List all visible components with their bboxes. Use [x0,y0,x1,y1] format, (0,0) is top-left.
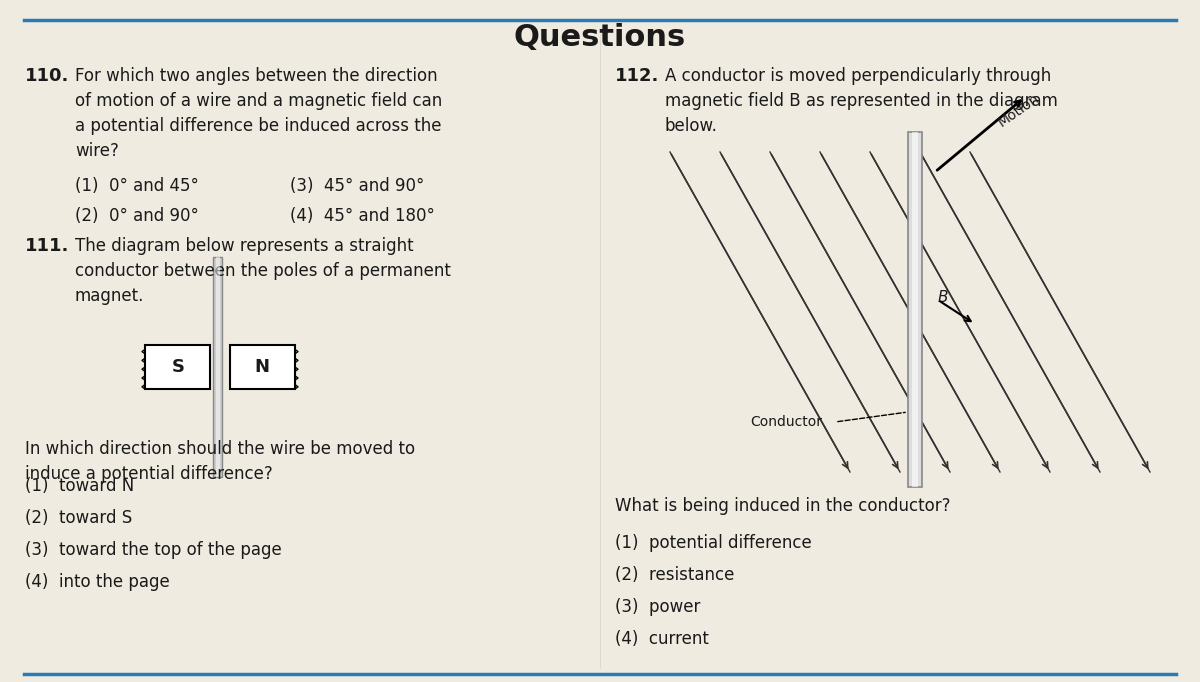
Text: (4)  45° and 180°: (4) 45° and 180° [290,207,434,225]
Bar [145,345,210,389]
Text: S: S [172,358,185,376]
Bar [230,345,295,389]
Text: 112.: 112. [616,67,659,85]
Text: Questions: Questions [514,23,686,52]
Text: 111.: 111. [25,237,70,255]
Text: (2)  toward S: (2) toward S [25,509,132,527]
Text: B: B [938,289,948,304]
Text: For which two angles between the direction
of motion of a wire and a magnetic fi: For which two angles between the directi… [74,67,443,160]
Text: (3)  toward the top of the page: (3) toward the top of the page [25,541,282,559]
Text: A conductor is moved perpendicularly through
magnetic field B as represented in : A conductor is moved perpendicularly thr… [665,67,1058,135]
Bar [216,257,220,477]
Text: Motion: Motion [995,91,1042,130]
Text: (3)  45° and 90°: (3) 45° and 90° [290,177,425,195]
Text: In which direction should the wire be moved to
induce a potential difference?: In which direction should the wire be mo… [25,440,415,483]
Text: (2)  0° and 90°: (2) 0° and 90° [74,207,199,225]
Text: (1)  toward N: (1) toward N [25,477,134,495]
Text: 110.: 110. [25,67,70,85]
Text: (1)  potential difference: (1) potential difference [616,534,811,552]
Text: (2)  resistance: (2) resistance [616,566,734,584]
Text: (3)  power: (3) power [616,598,701,616]
Bar [912,132,918,487]
Bar [908,132,922,487]
Text: (4)  current: (4) current [616,630,709,648]
Text: Conductor: Conductor [750,415,822,429]
Text: N: N [254,358,270,376]
Text: What is being induced in the conductor?: What is being induced in the conductor? [616,497,950,515]
Bar [214,257,222,477]
Text: (1)  0° and 45°: (1) 0° and 45° [74,177,199,195]
Text: (4)  into the page: (4) into the page [25,573,169,591]
Text: The diagram below represents a straight
conductor between the poles of a permane: The diagram below represents a straight … [74,237,451,305]
